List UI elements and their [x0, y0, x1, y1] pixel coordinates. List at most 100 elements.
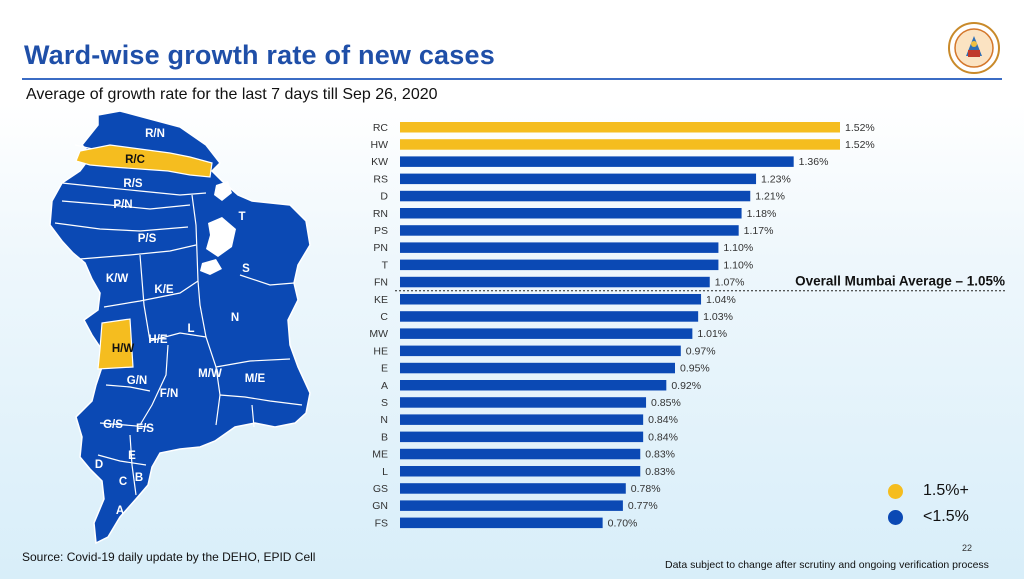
ward-label: F/N [160, 388, 179, 400]
ward-label: G/S [103, 419, 123, 431]
legend-label-high: 1.5%+ [923, 482, 969, 499]
ward-label: C [119, 476, 127, 488]
bar-category-label: RC [373, 122, 389, 134]
ward-label: R/S [123, 178, 143, 190]
bar-category-label: L [382, 466, 388, 478]
ward-border [191, 194, 221, 426]
bar-t [400, 259, 719, 271]
ward-label: G/N [127, 375, 147, 387]
ward-label: P/N [113, 199, 132, 211]
bar-s [400, 397, 647, 408]
chart-legend: 1.5%+ <1.5% [888, 478, 969, 530]
bar-c [400, 311, 699, 322]
bar-category-label: B [381, 431, 388, 443]
ward-border [219, 394, 303, 406]
ward-label: B [135, 472, 143, 484]
bar-value-label: 0.83% [645, 449, 675, 461]
bar-value-label: 1.04% [706, 294, 736, 306]
ward-border [129, 434, 137, 496]
ward-hw-highlight [97, 318, 134, 370]
bar-value-label: 0.83% [645, 466, 675, 478]
bar-value-label: 1.18% [747, 208, 777, 220]
bar-category-label: GS [373, 483, 388, 495]
bar-value-label: 1.17% [744, 225, 774, 237]
bar-a [400, 380, 667, 391]
bar-b [400, 431, 644, 443]
ward-label: D [95, 459, 103, 471]
bar-category-label: S [381, 397, 388, 409]
ward-label: M/E [245, 373, 266, 385]
bar-value-label: 0.70% [608, 517, 638, 529]
legend-swatch-high [888, 483, 903, 499]
ward-border [149, 332, 207, 342]
bar-category-label: FN [374, 277, 388, 289]
ward-border [54, 222, 189, 232]
ward-label: T [238, 211, 245, 223]
legend-item-high: 1.5%+ [888, 478, 969, 504]
lake-icon [200, 259, 222, 275]
average-reference-label: Overall Mumbai Average – 1.05% [795, 274, 1005, 289]
page-subtitle: Average of growth rate for the last 7 da… [26, 86, 438, 103]
bar-d [400, 190, 751, 202]
bar-category-label: C [380, 311, 388, 323]
bar-gn [400, 500, 623, 511]
lake-icon [214, 181, 232, 201]
source-note: Source: Covid-19 daily update by the DEH… [22, 550, 316, 564]
ward-border [103, 280, 199, 308]
bar-pn [400, 242, 719, 253]
bar-hw [400, 139, 840, 150]
bar-value-label: 0.77% [628, 500, 658, 512]
ward-label: K/W [106, 273, 129, 285]
ward-border [139, 254, 151, 342]
bar-value-label: 1.10% [723, 259, 753, 271]
bar-l [400, 466, 641, 477]
legend-swatch-low [888, 509, 903, 525]
ward-label: H/W [112, 343, 135, 355]
bar-category-label: KW [371, 156, 388, 168]
growth-rate-bar-chart: RC 1.52% HW 1.52% KW 1.36% RS 1.23% D 1.21% RN 1.18… [369, 122, 1006, 529]
bar-ps [400, 225, 739, 236]
bar-category-label: RN [373, 208, 388, 220]
bar-value-label: 1.03% [703, 311, 733, 323]
ward-map: R/N R/C R/S P/N P/S T S K/W K/E N L H/W H/E G/N M/W M/E… [49, 110, 311, 545]
bar-category-label: E [381, 363, 388, 375]
ward-border [251, 404, 255, 428]
bar-value-label: 0.85% [651, 397, 681, 409]
legend-item-low: <1.5% [888, 504, 969, 530]
bar-category-label: KE [374, 294, 388, 306]
bar-category-label: A [381, 380, 388, 392]
ward-label: A [116, 505, 124, 517]
bar-value-label: 1.23% [761, 173, 791, 185]
ward-label: H/E [148, 334, 168, 346]
bar-ke [400, 294, 702, 305]
bar-value-label: 1.10% [723, 242, 753, 254]
bar-fs [400, 517, 603, 529]
ward-rc-highlight [75, 144, 213, 178]
ward-label: K/E [154, 284, 174, 296]
bar-n [400, 414, 644, 425]
ward-label: R/C [125, 154, 145, 166]
bar-category-label: T [382, 259, 389, 271]
bar-rc [400, 122, 840, 133]
ward-label: E [128, 450, 136, 462]
bar-category-label: D [380, 191, 388, 203]
bar-category-label: MW [369, 328, 388, 340]
bar-category-label: ME [372, 449, 388, 461]
bar-value-label: 0.97% [686, 345, 716, 357]
bar-he [400, 345, 681, 357]
bar-value-label: 0.78% [631, 483, 661, 495]
ward-label: S [242, 263, 250, 275]
bar-rn [400, 208, 742, 219]
bar-value-label: 1.52% [845, 139, 875, 151]
mumbai-outline [49, 110, 311, 545]
bar-mw [400, 328, 693, 339]
ward-border [61, 182, 207, 196]
ward-label: P/S [138, 233, 157, 245]
ward-border [215, 358, 291, 368]
ward-border [79, 244, 197, 260]
bar-category-label: RS [373, 173, 388, 185]
ward-label: F/S [136, 423, 154, 435]
page-title: Ward-wise growth rate of new cases [24, 40, 495, 70]
bar-category-label: FS [375, 517, 388, 529]
bar-category-label: HW [371, 139, 389, 151]
